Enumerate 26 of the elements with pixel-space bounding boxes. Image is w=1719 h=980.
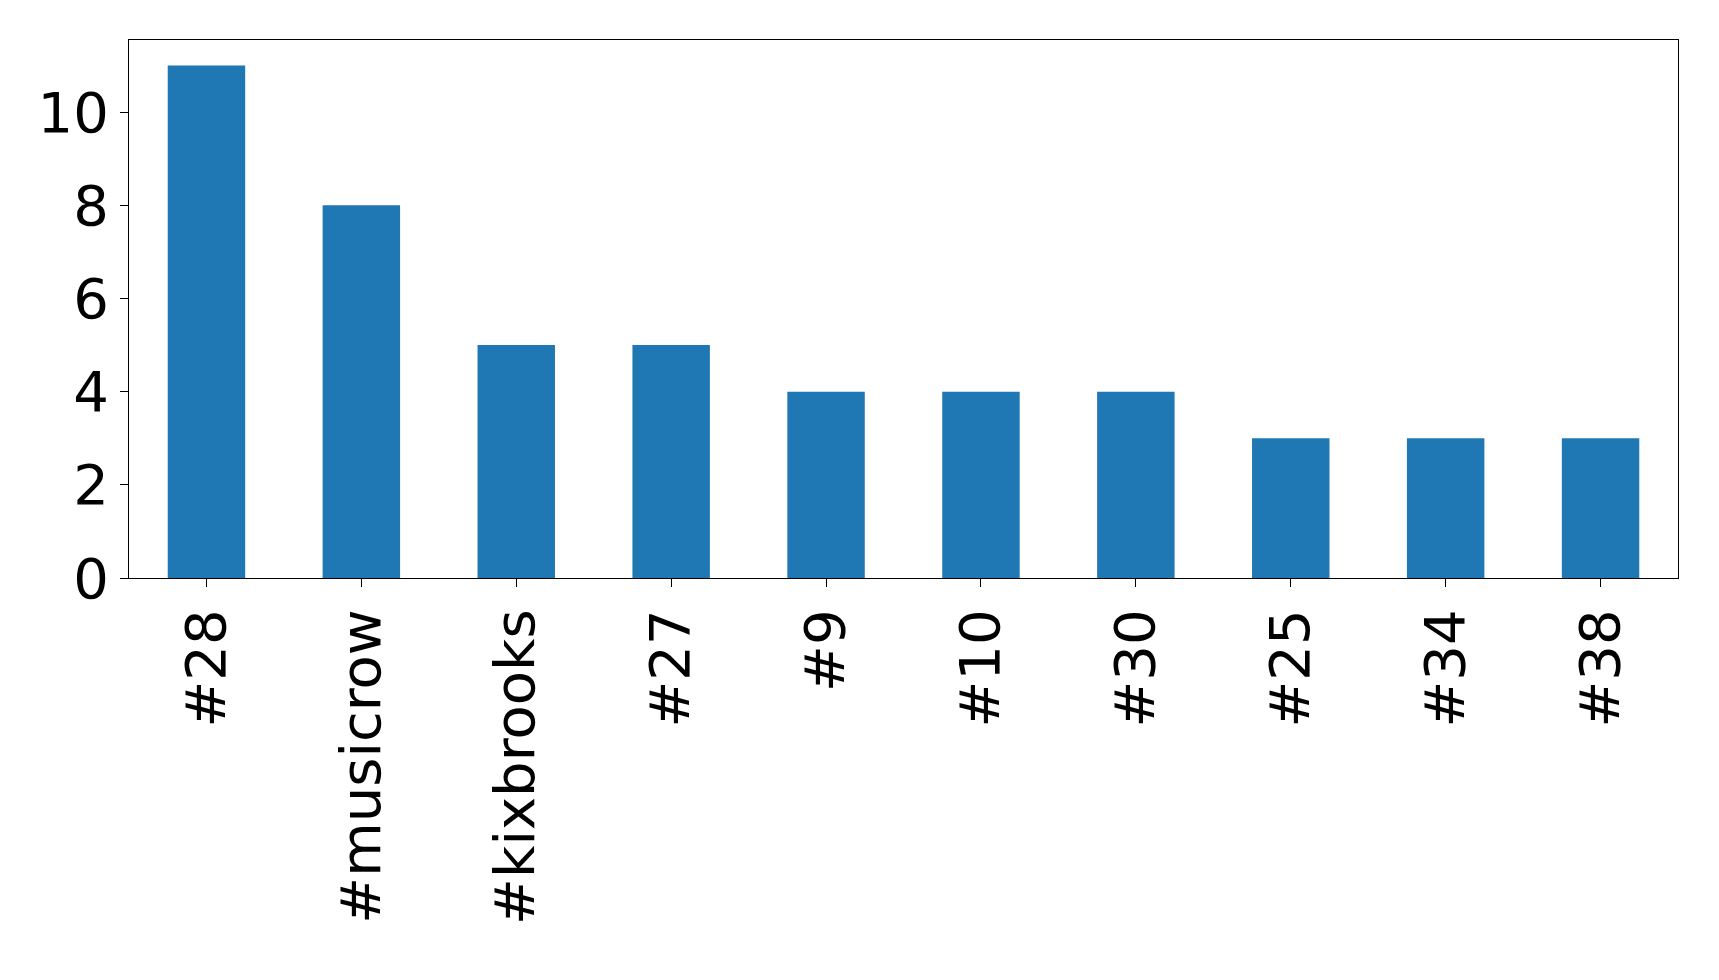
x-tick-label: #9 <box>792 609 858 692</box>
x-tick-label: #10 <box>947 609 1013 728</box>
bar <box>477 345 555 578</box>
bar <box>1561 438 1640 578</box>
bar <box>787 391 865 578</box>
x-tick-label: #27 <box>637 609 703 728</box>
bar <box>632 345 710 578</box>
x-tick-label: #38 <box>1566 609 1632 728</box>
bar <box>1406 438 1485 578</box>
y-tick-label: 2 <box>73 452 109 518</box>
x-tick-label: #musicrow <box>327 609 393 924</box>
y-tick-label: 0 <box>73 545 109 611</box>
x-tick-label: #25 <box>1256 609 1322 728</box>
bar <box>1097 391 1175 578</box>
x-tick-label: #30 <box>1102 609 1168 728</box>
x-tick-label: #kixbrooks <box>482 609 548 925</box>
bar <box>167 65 246 578</box>
y-tick-label: 4 <box>73 359 109 425</box>
bar <box>322 205 401 578</box>
bar <box>1252 438 1330 578</box>
x-tick-label: #34 <box>1411 609 1477 728</box>
y-tick-label: 8 <box>73 172 109 238</box>
x-tick-label: #28 <box>172 609 238 728</box>
y-tick-label: 10 <box>37 79 109 145</box>
bar <box>942 391 1020 578</box>
y-tick-label: 6 <box>73 266 109 332</box>
